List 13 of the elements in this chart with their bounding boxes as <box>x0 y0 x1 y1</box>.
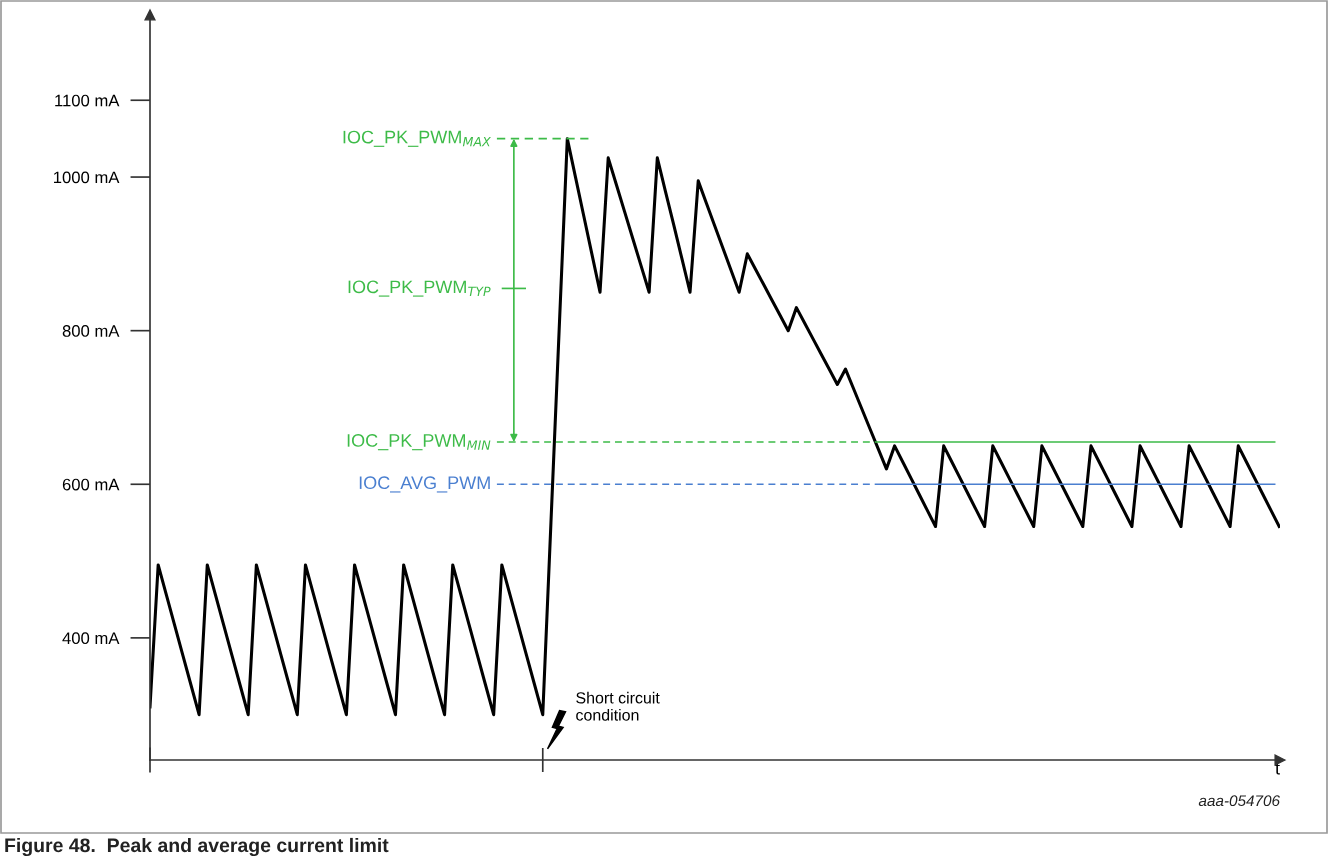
y-tick-label: 800 mA <box>62 325 120 337</box>
y-tick-label: 600 mA <box>62 478 120 491</box>
ref-line-label: IOC_PK_PWM$_{MAX}$ <box>343 130 491 147</box>
ref-line-label: IOC_AVG_PWM <box>359 476 490 493</box>
y-tick-label: 1100 mA <box>55 94 120 107</box>
text: aaa-054706 <box>1198 795 1281 807</box>
x-axis-title: t <box>1275 762 1280 775</box>
text: Figure 48. Peak and average current limit <box>5 837 389 857</box>
annotation: Short circuit condition <box>576 691 660 721</box>
ref-line-label: IOC_PK_PWM$_{MIN}$ <box>347 434 491 451</box>
ref-line-label: IOC_PK_PWM$_{TYP}$ <box>348 280 491 297</box>
y-tick-label: 1000 mA <box>54 171 120 184</box>
y-tick-label: 400 mA <box>62 632 120 645</box>
